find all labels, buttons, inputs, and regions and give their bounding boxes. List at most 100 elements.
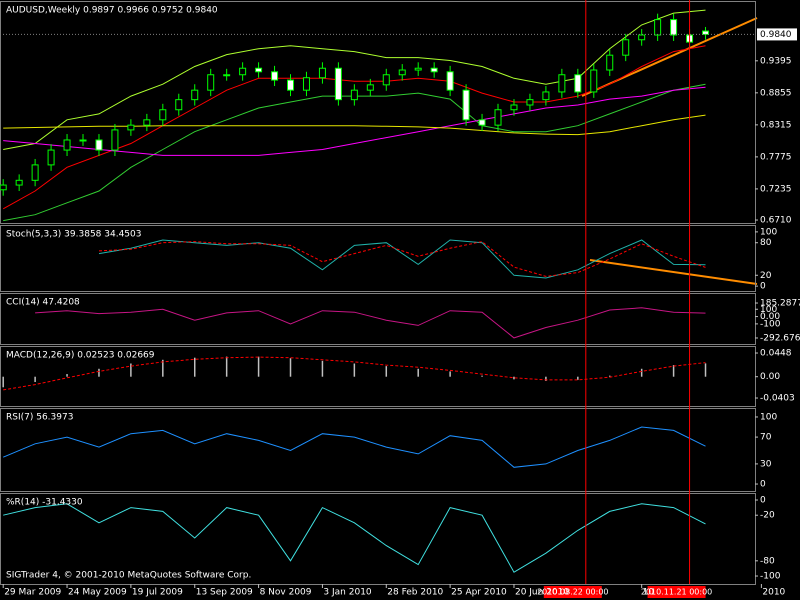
candle-body [223,74,231,77]
candle-body [574,74,582,93]
x-tick-label: 10 [643,588,655,598]
x-tick-label: 2010 [762,588,785,598]
candle-body [702,30,710,35]
candle-body [494,109,502,126]
candle-body [670,19,678,36]
candle-body [207,74,215,91]
candle-body [271,71,279,81]
indicator-line [3,9,706,150]
y-tick-label: 0.8855 [760,88,792,98]
candle-body [542,91,550,101]
panel-frame [0,1,756,224]
candle-body [302,77,310,91]
panel-label: MACD(12,26,9) 0.02523 0.02669 [6,351,155,361]
y-tick-label: 70 [760,433,772,443]
panel-frame [0,493,756,585]
indicator-line [98,241,706,277]
y-tick-label: 0 [760,496,766,506]
y-tick-label: -292.676 [760,333,800,343]
candle-body [255,67,263,73]
indicator-line [98,239,706,279]
panel-label: Stoch(5,3,3) 39.3858 34.4503 [6,230,141,240]
candle-body [143,119,151,126]
candle-body [95,139,103,151]
panel-frame [0,408,756,492]
candle-body [31,164,39,181]
y-tick-label: 0.7235 [760,184,792,194]
indicator-line [3,503,706,573]
candle-body [159,109,167,121]
candle-body [334,67,342,101]
x-tick-label: 28 Feb 2010 [387,588,443,598]
candle-body [318,67,326,79]
y-tick-label: 0 [760,480,766,490]
y-tick-label: 0.00 [760,312,780,322]
y-tick-label: -80 [760,556,775,566]
trendline [589,259,758,285]
y-tick-label: 0.7775 [760,152,792,162]
candle-body [366,84,374,91]
y-tick-label: 0.8315 [760,120,792,130]
indicator-line [2,45,706,210]
candle-body [382,74,390,86]
panel-frame [0,225,756,292]
y-tick-label: -20 [760,511,775,521]
candle-body [414,67,422,71]
y-tick-label: 0.9395 [760,56,792,66]
panel-label: RSI(7) 56.3973 [6,413,73,423]
y-tick-label: 0 [760,282,766,292]
candle-body [478,119,486,126]
candle-body [63,139,71,151]
y-tick-label: -100 [760,319,781,329]
x-tick-label: 8 Nov 2009 [260,588,312,598]
candle-body [350,89,358,101]
candle-body [398,69,406,76]
candle-body [462,89,470,121]
y-tick-label: 100 [760,227,777,237]
indicator-line [3,114,706,136]
panel-label: %R(14) -31.4330 [6,498,83,508]
y-tick-label: 185.2877 [760,299,800,309]
panel-frame [0,293,756,345]
marker-box [647,586,706,598]
panel-label: CCI(14) 47.4208 [6,298,80,308]
x-tick-label: 20 Jun 2010 [515,588,569,598]
candle-body [558,74,566,93]
indicator-line [3,426,706,468]
y-tick-label: 0.6710 [760,216,792,226]
marker-label: 2010.11.21 00:00 [641,588,712,597]
price-label: 0.9840 [760,30,792,40]
price-box [757,28,797,41]
y-tick-label: 100 [760,412,777,422]
candle-body [446,71,454,91]
x-tick-label: 24 May 2009 [68,588,127,598]
candle-body [79,139,87,142]
candle-body [287,79,295,91]
candle-body [430,67,438,73]
candle-body [15,179,23,186]
y-tick-label: 0.0448 [760,349,792,359]
candle-body [127,124,135,131]
y-tick-label: 100 [760,305,777,315]
y-tick-label: 80 [760,238,772,248]
indicator-line [3,86,706,156]
marker-label: 2010.08.22 00:00 [537,588,608,597]
candle-body [111,129,119,151]
y-tick-label: 0.00 [760,372,780,382]
candle-body [191,89,199,101]
y-tick-label: 30 [760,459,772,469]
y-tick-label: 20 [760,271,772,281]
x-tick-label: 3 Jan 2010 [323,588,371,598]
candle-body [622,39,630,56]
y-tick-label: -0.0403 [760,394,795,404]
marker-box [543,586,602,598]
candle-body [590,69,598,93]
indicator-line [35,307,706,339]
panel-label: AUDUSD,Weekly 0.9897 0.9966 0.9752 0.984… [6,6,218,16]
footer: SIGTrader 4, © 2001-2010 MetaQuotes Soft… [6,571,251,581]
candle-body [654,19,662,36]
candle-body [239,67,247,76]
candle-body [47,149,55,166]
candle-body [0,184,7,191]
